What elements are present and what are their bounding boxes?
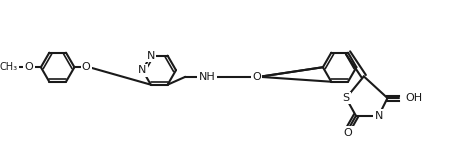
Text: NH: NH	[199, 72, 215, 82]
Text: OH: OH	[405, 93, 422, 103]
Text: N: N	[138, 65, 147, 75]
Text: S: S	[342, 93, 350, 103]
Text: N: N	[147, 51, 155, 61]
Text: O: O	[252, 72, 260, 82]
Text: O: O	[25, 62, 33, 72]
Text: O: O	[82, 62, 90, 72]
Text: O: O	[344, 128, 352, 138]
Text: N: N	[374, 111, 383, 121]
Text: CH₃: CH₃	[0, 62, 17, 72]
